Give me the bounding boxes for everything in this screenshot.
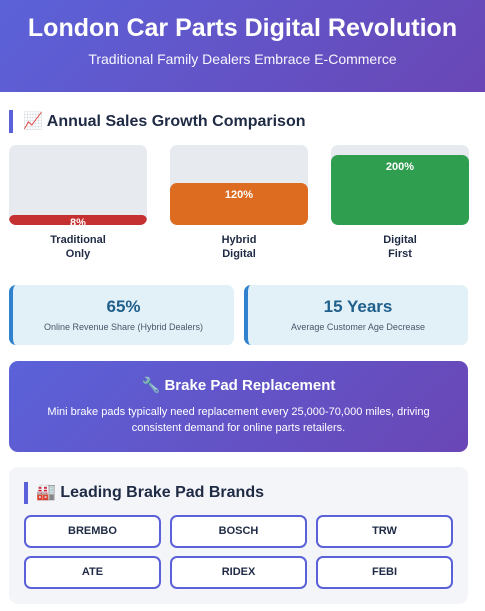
bar-category-label: Traditional Only [50, 234, 106, 260]
brands-panel: 🏭 Leading Brake Pad Brands BREMBO BOSCH … [9, 467, 468, 604]
wrench-icon: 🔧 [141, 377, 161, 394]
brake-pad-info-card: 🔧 Brake Pad Replacement Mini brake pads … [9, 361, 468, 452]
brand-item[interactable]: ATE [24, 556, 161, 589]
bar-category-label: Hybrid Digital [221, 234, 257, 260]
stat-card-customer-age: 15 Years Average Customer Age Decrease [244, 285, 468, 345]
brand-item[interactable]: TRW [316, 515, 453, 548]
page-title: London Car Parts Digital Revolution [27, 14, 458, 42]
sales-section-title: 📈 Annual Sales Growth Comparison [9, 110, 305, 133]
info-title: 🔧 Brake Pad Replacement [9, 376, 468, 394]
stat-label: Online Revenue Share (Hybrid Dealers) [43, 322, 204, 332]
page-header: London Car Parts Digital Revolution Trad… [0, 0, 485, 92]
chart-up-icon: 📈 [23, 113, 43, 130]
bar: 120% [170, 183, 308, 225]
bar-value-label: 8% [70, 217, 86, 225]
sales-growth-chart: 8% Traditional Only 120% Hybrid Digital 200% Di… [0, 145, 485, 265]
brands-section-title-text: Leading Brake Pad Brands [60, 484, 264, 501]
brand-item[interactable]: BREMBO [24, 515, 161, 548]
brand-item[interactable]: FEBI [316, 556, 453, 589]
sales-section-title-text: Annual Sales Growth Comparison [46, 113, 306, 130]
page-subtitle: Traditional Family Dealers Embrace E-Com… [88, 51, 397, 67]
stat-card-online-share: 65% Online Revenue Share (Hybrid Dealers… [9, 285, 234, 345]
stat-value: 65% [106, 297, 141, 316]
info-text: Mini brake pads typically need replaceme… [47, 406, 430, 434]
bar-track: 200% [331, 145, 469, 225]
bar-value-label: 200% [385, 161, 415, 173]
stat-value: 15 Years [323, 297, 393, 316]
bar-track: 8% [9, 145, 147, 225]
factory-icon: 🏭 [36, 484, 56, 501]
bar: 200% [331, 155, 469, 225]
brand-item[interactable]: BOSCH [170, 515, 307, 548]
bar-value-label: 120% [224, 189, 254, 201]
brands-section-title: 🏭 Leading Brake Pad Brands [24, 482, 264, 504]
bar-track: 120% [170, 145, 308, 225]
bar: 8% [9, 215, 147, 225]
bar-category-label: Digital First [383, 234, 417, 260]
brand-item[interactable]: RIDEX [170, 556, 307, 589]
stat-label: Average Customer Age Decrease [291, 322, 425, 332]
info-title-text: Brake Pad Replacement [164, 377, 336, 394]
